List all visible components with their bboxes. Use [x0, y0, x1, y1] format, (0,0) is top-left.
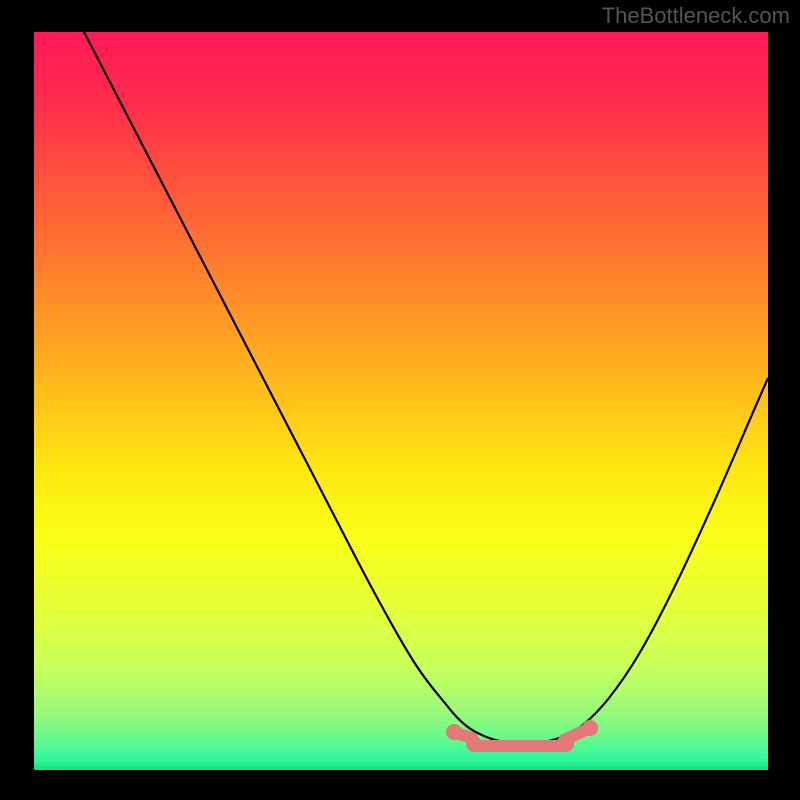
- bottleneck-curve: [34, 32, 768, 770]
- chart-frame: TheBottleneck.com: [0, 0, 800, 800]
- valley-dot-2: [558, 736, 574, 752]
- valley-dot-3: [582, 720, 598, 736]
- plot-area: [34, 32, 768, 770]
- valley-dot-1: [466, 736, 482, 752]
- valley-dot-0: [446, 724, 462, 740]
- curve-path: [84, 32, 768, 744]
- watermark-text: TheBottleneck.com: [602, 3, 790, 29]
